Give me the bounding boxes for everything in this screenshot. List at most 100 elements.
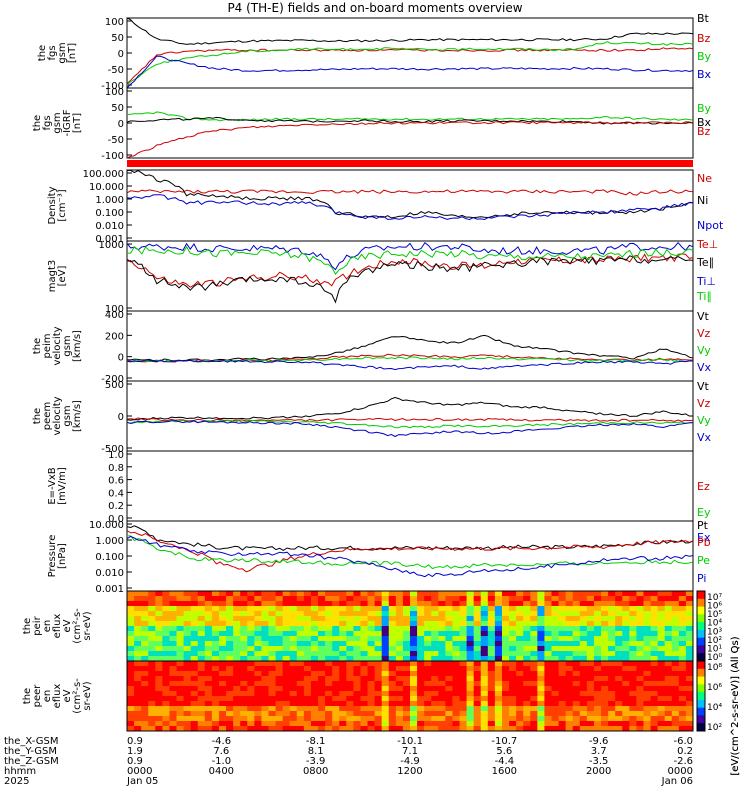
footer-value: 2000: [586, 766, 611, 777]
heatmap-cell: [325, 716, 333, 722]
heatmap-cell: [162, 666, 170, 672]
heatmap-cell: [282, 671, 291, 677]
heatmap-cell: [636, 631, 644, 637]
heatmap-cell: [226, 701, 234, 707]
heatmap-cell: [395, 661, 404, 667]
heatmap-cell: [289, 626, 298, 632]
heatmap-cell: [417, 631, 425, 637]
heatmap-cell: [410, 676, 418, 682]
heatmap-cell: [176, 611, 185, 617]
heatmap-cell: [480, 726, 489, 732]
heatmap-cell: [289, 596, 298, 602]
series-Pb-line: [126, 530, 694, 573]
heatmap-cell: [452, 691, 461, 697]
heatmap-cell: [310, 681, 319, 687]
heatmap-cell: [325, 656, 333, 662]
heatmap-cell: [381, 671, 390, 677]
heatmap-cell: [459, 591, 468, 597]
heatmap-cell: [381, 606, 390, 612]
heatmap-cell: [608, 711, 616, 717]
heatmap-cell: [473, 701, 482, 707]
heatmap-cell: [523, 716, 531, 722]
heatmap-cell: [310, 671, 319, 677]
heatmap-cell: [261, 621, 269, 627]
heatmap-cell: [579, 661, 588, 667]
heatmap-cell: [303, 606, 312, 612]
heatmap-cell: [501, 681, 510, 687]
heatmap-cell: [211, 696, 220, 702]
heatmap-cell: [289, 681, 298, 687]
heatmap-cell: [367, 726, 376, 732]
heatmap-cell: [353, 701, 361, 707]
legend-Ex: Ex: [697, 531, 711, 544]
heatmap-cell: [473, 616, 482, 622]
heatmap-cell: [657, 596, 666, 602]
legend-Vx: Vx: [697, 361, 712, 374]
heatmap-cell: [346, 606, 354, 612]
heatmap-cell: [318, 631, 326, 637]
heatmap-cell: [303, 636, 312, 642]
heatmap-cell: [685, 686, 694, 692]
heatmap-cell: [155, 706, 163, 712]
heatmap-cell: [608, 601, 616, 607]
heatmap-cell: [516, 601, 524, 607]
heatmap-cell: [218, 621, 227, 627]
heatmap-cell: [544, 701, 552, 707]
heatmap-cell: [190, 636, 199, 642]
heatmap-cell: [339, 721, 347, 727]
heatmap-cell: [388, 666, 397, 672]
heatmap-cell: [374, 646, 383, 652]
heatmap-cell: [601, 691, 609, 697]
heatmap-cell: [155, 651, 163, 657]
heatmap-cell: [537, 596, 545, 602]
heatmap-cell: [346, 691, 354, 697]
panel-peim-velocity: the peim velocity gsm [km/s]4002000-200VtVzV…: [32, 310, 712, 385]
heatmap-cell: [445, 691, 453, 697]
heatmap-cell: [218, 656, 227, 662]
heatmap-cell: [494, 596, 503, 602]
heatmap-cell: [325, 701, 333, 707]
heatmap-cell: [445, 726, 453, 732]
heatmap-cell: [367, 686, 376, 692]
heatmap-cell: [410, 601, 418, 607]
heatmap-cell: [601, 721, 609, 727]
heatmap-cell: [424, 686, 432, 692]
heatmap-cell: [247, 661, 255, 667]
heatmap-cell: [183, 676, 192, 682]
heatmap-cell: [452, 721, 461, 727]
heatmap-cell: [325, 686, 333, 692]
heatmap-cell: [629, 716, 637, 722]
heatmap-cell: [204, 716, 213, 722]
heatmap-cell: [190, 711, 199, 717]
heatmap-cell: [183, 706, 192, 712]
heatmap-cell: [325, 616, 333, 622]
heatmap-cell: [402, 701, 411, 707]
heatmap-cell: [438, 661, 446, 667]
heatmap-cell: [424, 631, 432, 637]
heatmap-cell: [473, 596, 482, 602]
heatmap-cell: [615, 686, 623, 692]
heatmap-cell: [395, 641, 404, 647]
heatmap-cell: [247, 606, 255, 612]
heatmap-cell: [374, 601, 383, 607]
heatmap-cell: [438, 596, 446, 602]
heatmap-cell: [487, 651, 496, 657]
heatmap-cell: [155, 661, 163, 667]
heatmap-cell: [657, 631, 666, 637]
heatmap-cell: [233, 696, 241, 702]
heatmap-cell: [360, 661, 369, 667]
colorbar-segment: [697, 614, 705, 623]
heatmap-cell: [346, 646, 354, 652]
heatmap-cell: [367, 681, 376, 687]
footer-value: 3.7: [591, 746, 607, 757]
heatmap-cell: [622, 641, 630, 647]
heatmap-cell: [608, 631, 616, 637]
heatmap-cell: [459, 701, 468, 707]
heatmap-cell: [176, 626, 185, 632]
heatmap-cell: [459, 716, 468, 722]
heatmap-cell: [509, 626, 517, 632]
heatmap-cell: [558, 626, 567, 632]
heatmap-cell: [544, 591, 552, 597]
heatmap-cell: [296, 626, 305, 632]
